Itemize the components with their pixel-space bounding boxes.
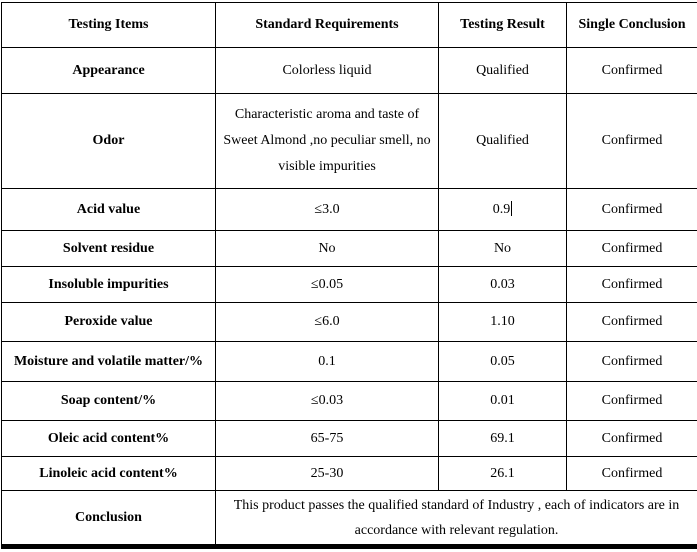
cell-item[interactable]: Acid value bbox=[2, 189, 216, 231]
table-row-conclusion: Conclusion This product passes the quali… bbox=[2, 491, 697, 547]
cell-result[interactable]: 0.01 bbox=[439, 382, 567, 421]
cell-conclusion[interactable]: Confirmed bbox=[567, 189, 697, 231]
cell-result[interactable]: Qualified bbox=[439, 94, 567, 189]
cell-requirement[interactable]: 0.1 bbox=[216, 342, 439, 382]
cell-conclusion[interactable]: Confirmed bbox=[567, 231, 697, 267]
table-row-soap-content: Soap content/% ≤0.03 0.01 Confirmed bbox=[2, 382, 697, 421]
cell-requirement[interactable]: ≤3.0 bbox=[216, 189, 439, 231]
text-cursor-caret bbox=[511, 201, 512, 216]
cell-conclusion[interactable]: Confirmed bbox=[567, 421, 697, 457]
cell-result[interactable]: 69.1 bbox=[439, 421, 567, 457]
cell-requirement[interactable]: Characteristic aroma and taste of Sweet … bbox=[216, 94, 439, 189]
cell-item[interactable]: Solvent residue bbox=[2, 231, 216, 267]
cell-result[interactable]: Qualified bbox=[439, 48, 567, 94]
column-header-standard-requirements: Standard Requirements bbox=[216, 3, 439, 48]
cell-conclusion[interactable]: Confirmed bbox=[567, 94, 697, 189]
cell-conclusion[interactable]: Confirmed bbox=[567, 303, 697, 342]
header-row: Testing Items Standard Requirements Test… bbox=[2, 3, 697, 48]
cell-result[interactable]: 26.1 bbox=[439, 457, 567, 491]
column-header-single-conclusion: Single Conclusion bbox=[567, 3, 697, 48]
cell-conclusion[interactable]: Confirmed bbox=[567, 267, 697, 303]
cell-item[interactable]: Appearance bbox=[2, 48, 216, 94]
table-row-odor: Odor Characteristic aroma and taste of S… bbox=[2, 94, 697, 189]
cell-item[interactable]: Insoluble impurities bbox=[2, 267, 216, 303]
cell-item[interactable]: Linoleic acid content% bbox=[2, 457, 216, 491]
cell-requirement[interactable]: ≤0.03 bbox=[216, 382, 439, 421]
cell-result[interactable]: 0.05 bbox=[439, 342, 567, 382]
table-row-oleic-acid: Oleic acid content% 65-75 69.1 Confirmed bbox=[2, 421, 697, 457]
cell-requirement[interactable]: No bbox=[216, 231, 439, 267]
cell-item[interactable]: Oleic acid content% bbox=[2, 421, 216, 457]
table-row-peroxide-value: Peroxide value ≤6.0 1.10 Confirmed bbox=[2, 303, 697, 342]
table-row-appearance: Appearance Colorless liquid Qualified Co… bbox=[2, 48, 697, 94]
cell-conclusion[interactable]: Confirmed bbox=[567, 382, 697, 421]
cell-requirement[interactable]: ≤6.0 bbox=[216, 303, 439, 342]
column-header-testing-items: Testing Items bbox=[2, 3, 216, 48]
table-row-acid-value: Acid value ≤3.0 0.9 Confirmed bbox=[2, 189, 697, 231]
table-row-linoleic-acid: Linoleic acid content% 25-30 26.1 Confir… bbox=[2, 457, 697, 491]
cell-conclusion[interactable]: Confirmed bbox=[567, 342, 697, 382]
column-header-testing-result: Testing Result bbox=[439, 3, 567, 48]
cell-result[interactable]: 0.9 bbox=[439, 189, 567, 231]
result-value: 0.9 bbox=[493, 202, 511, 217]
table-row-solvent-residue: Solvent residue No No Confirmed bbox=[2, 231, 697, 267]
cell-conclusion[interactable]: Confirmed bbox=[567, 457, 697, 491]
cell-conclusion-text[interactable]: This product passes the qualified standa… bbox=[216, 491, 697, 547]
cell-requirement[interactable]: Colorless liquid bbox=[216, 48, 439, 94]
cell-requirement[interactable]: ≤0.05 bbox=[216, 267, 439, 303]
cell-item[interactable]: Odor bbox=[2, 94, 216, 189]
cell-conclusion-label[interactable]: Conclusion bbox=[2, 491, 216, 547]
cell-result[interactable]: 1.10 bbox=[439, 303, 567, 342]
cell-result[interactable]: 0.03 bbox=[439, 267, 567, 303]
cell-conclusion[interactable]: Confirmed bbox=[567, 48, 697, 94]
table-row-insoluble-impurities: Insoluble impurities ≤0.05 0.03 Confirme… bbox=[2, 267, 697, 303]
cell-requirement[interactable]: 25-30 bbox=[216, 457, 439, 491]
cell-item[interactable]: Moisture and volatile matter/% bbox=[2, 342, 216, 382]
cell-result[interactable]: No bbox=[439, 231, 567, 267]
table-row-moisture: Moisture and volatile matter/% 0.1 0.05 … bbox=[2, 342, 697, 382]
cell-requirement[interactable]: 65-75 bbox=[216, 421, 439, 457]
cell-item[interactable]: Peroxide value bbox=[2, 303, 216, 342]
cell-item[interactable]: Soap content/% bbox=[2, 382, 216, 421]
